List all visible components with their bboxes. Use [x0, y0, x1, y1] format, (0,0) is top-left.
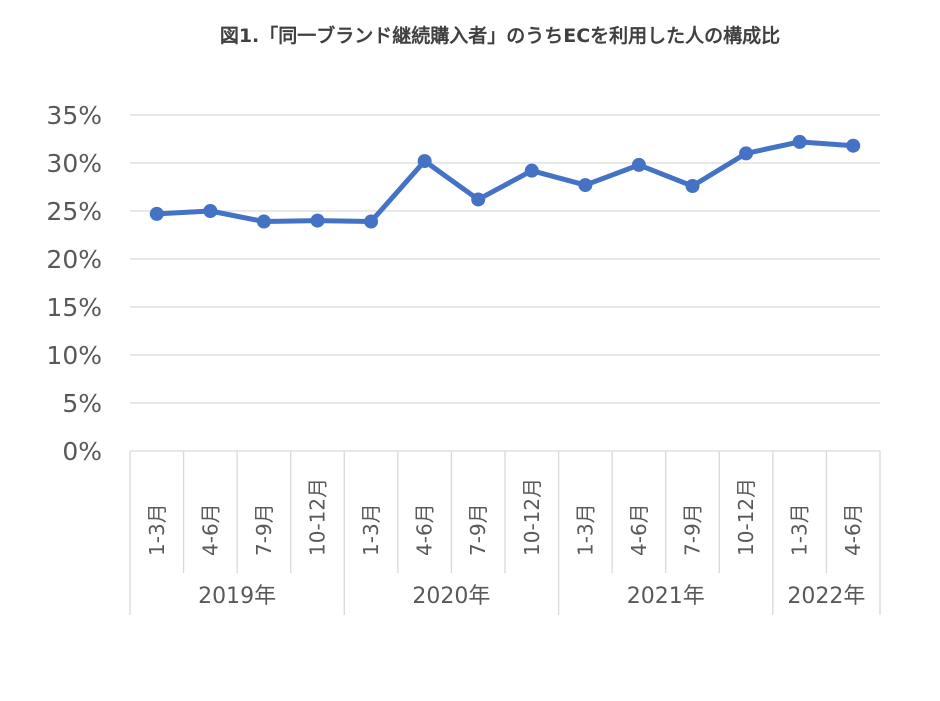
data-point: [203, 204, 218, 218]
x-group-label: 2020年: [412, 584, 490, 609]
x-tick-label: 7-9月: [466, 503, 490, 556]
data-point: [524, 163, 539, 178]
gridlines: [130, 114, 880, 452]
x-tick-label: 1-3月: [145, 503, 169, 556]
x-tick-label: 10-12月: [306, 478, 330, 556]
x-tick-label: 1-3月: [359, 503, 383, 556]
x-axis: 1-3月 4-6月 7-9月 10-12月 1-3月 4-6月 7-9月 10-12月 1-3月…: [129, 451, 881, 615]
x-tick-label: 4-6月: [413, 503, 437, 556]
x-group-label: 2021年: [627, 584, 705, 609]
data-point: [471, 192, 486, 207]
x-tick-label: 7-9月: [252, 503, 276, 556]
chart-title: 図1.「同一ブランド継続購入者」のうちECを利用した人の構成比: [220, 24, 780, 47]
data-point: [364, 214, 379, 229]
data-point: [792, 134, 807, 149]
y-tick-label: 15%: [46, 293, 102, 322]
data-point: [417, 154, 432, 169]
x-tick-label: 1-3月: [573, 503, 597, 556]
x-tick-label: 10-12月: [520, 478, 544, 556]
data-point: [685, 179, 700, 194]
data-point: [256, 214, 271, 229]
y-tick-label: 10%: [46, 341, 102, 370]
data-point: [846, 138, 861, 153]
y-tick-label: 20%: [46, 245, 102, 274]
y-tick-label: 30%: [46, 149, 102, 178]
data-series: [149, 134, 861, 229]
x-tick-label: 4-6月: [841, 503, 865, 556]
series-line: [156, 139, 854, 225]
x-tick-label: 4-6月: [627, 503, 651, 556]
x-tick-label: 4-6月: [198, 503, 222, 556]
data-point: [310, 213, 325, 228]
y-axis-ticks: 0% 5% 10% 15% 20% 25% 30% 35%: [46, 101, 102, 466]
data-point: [739, 146, 754, 161]
y-tick-label: 0%: [62, 437, 102, 466]
x-tick-label: 7-9月: [681, 503, 705, 556]
x-group-label: 2022年: [787, 584, 865, 609]
data-point: [149, 206, 164, 221]
data-point: [578, 178, 593, 193]
x-group-label: 2019年: [198, 584, 276, 609]
y-tick-label: 5%: [62, 389, 102, 418]
x-tick-label: 10-12月: [734, 478, 758, 556]
y-tick-label: 35%: [46, 101, 102, 130]
x-tick-label: 1-3月: [788, 503, 812, 556]
data-point: [631, 157, 646, 172]
y-tick-label: 25%: [46, 197, 102, 226]
